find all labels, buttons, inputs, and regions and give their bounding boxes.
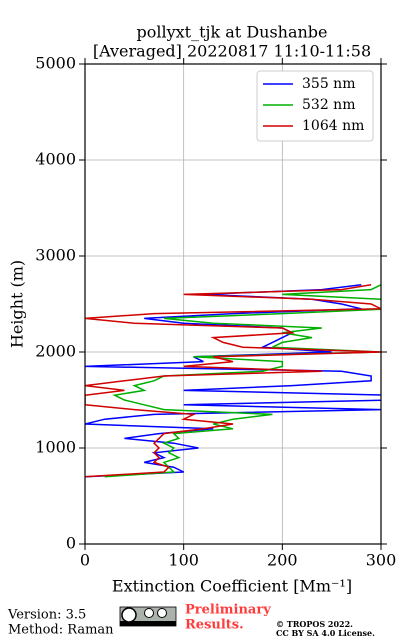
method: Method: Raman: [8, 623, 114, 638]
plot-area: [85, 64, 381, 544]
chart-subtitle: [Averaged] 20220817 11:10-11:58: [93, 42, 371, 61]
profile-line: [85, 284, 381, 478]
legend-label: 355 nm: [302, 76, 355, 92]
x-axis-label: Extinction Coefficient [Mm⁻¹]: [112, 577, 352, 596]
x-tick-label: 100: [168, 551, 199, 570]
y-tick-label: 4000: [35, 150, 76, 169]
y-tick-label: 1000: [35, 438, 76, 457]
x-tick-label: 0: [80, 551, 90, 570]
legend-label: 1064 nm: [302, 118, 364, 134]
y-axis-label: Height (m): [8, 260, 27, 348]
axes-frame: [84, 63, 382, 545]
x-tick-label: 200: [267, 551, 298, 570]
legend-label: 532 nm: [302, 97, 355, 113]
cc-logo: [119, 606, 177, 627]
x-tick-label: 300: [366, 551, 397, 570]
legend-box: [256, 70, 374, 142]
copyright: © TROPOS 2022.: [276, 619, 353, 629]
y-tick-label: 2000: [35, 342, 76, 361]
y-tick-label: 3000: [35, 246, 76, 265]
chart-title: pollyxt_tjk at Dushanbe: [136, 23, 327, 42]
y-tick-label: 5000: [35, 54, 76, 73]
version: Version: 3.5: [7, 608, 86, 623]
profile-line: [104, 284, 381, 478]
y-tick-label: 0: [66, 534, 76, 553]
profile-line: [85, 284, 381, 478]
preliminary-note: Results.: [185, 618, 244, 633]
license: CC BY SA 4.0 License.: [276, 628, 375, 638]
preliminary-note: Preliminary: [185, 603, 271, 618]
